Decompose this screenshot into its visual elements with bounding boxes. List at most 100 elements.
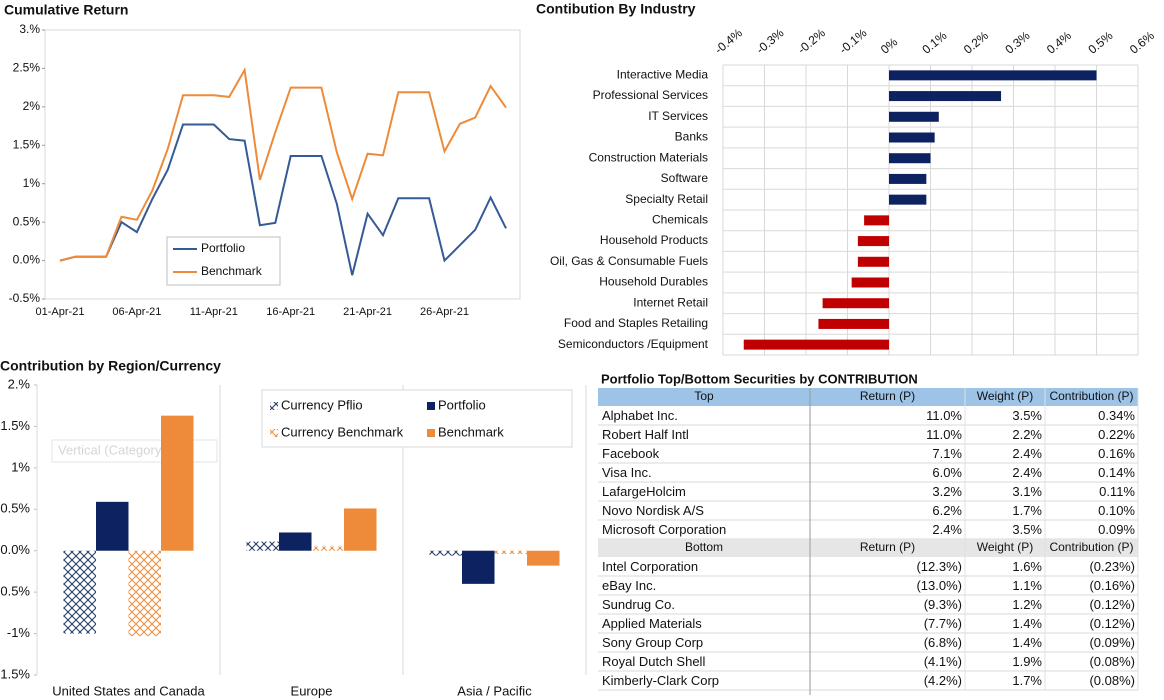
- x-tick-label: 06-Apr-21: [112, 306, 161, 318]
- x-tick-label: -0.3%: [753, 26, 786, 57]
- category-label: Specialty Retail: [625, 192, 708, 206]
- category-label: Construction Materials: [589, 150, 708, 164]
- series-line: [59, 123, 507, 276]
- legend-label: Currency Benchmark: [281, 424, 404, 439]
- legend-swatch: [427, 429, 435, 437]
- plot-frame: [44, 29, 521, 300]
- table-cell: 1.6%: [1012, 559, 1042, 574]
- table-cell: Applied Materials: [602, 616, 702, 631]
- table-header-cell: Weight (P): [977, 540, 1033, 554]
- y-tick-label: 0.5%: [0, 584, 30, 599]
- table-cell: (12.3%): [916, 559, 962, 574]
- y-tick-label: 2.5%: [13, 61, 41, 75]
- table-cell: 2.4%: [1012, 446, 1042, 461]
- table-cell: (0.16%): [1089, 578, 1135, 593]
- legend-label: Portfolio: [438, 397, 486, 412]
- table-cell: 1.1%: [1012, 578, 1042, 593]
- table-cell: 1.7%: [1012, 673, 1042, 688]
- table-cell: Sony Group Corp: [602, 635, 703, 650]
- y-tick-label: 1%: [11, 459, 30, 474]
- y-tick-label: 1.5%: [13, 137, 41, 151]
- y-tick-label: 3.%: [19, 22, 40, 36]
- table-cell: 2.4%: [1012, 465, 1042, 480]
- table-cell: 0.10%: [1098, 503, 1135, 518]
- bar: [344, 508, 377, 551]
- y-tick-label: 1%: [23, 176, 41, 190]
- table-cell: (0.12%): [1089, 597, 1135, 612]
- table-cell: (6.8%): [924, 635, 962, 650]
- legend-label: Currency Pflio: [281, 397, 363, 412]
- table-cell: (4.1%): [924, 654, 962, 669]
- table-cell: (7.7%): [924, 616, 962, 631]
- table-cell: Kimberly-Clark Corp: [602, 673, 719, 688]
- legend-label: Portfolio: [201, 241, 245, 255]
- x-tick-label: 0%: [878, 35, 901, 57]
- chart-title: Contibution By Industry: [536, 1, 696, 17]
- table-cell: Visa Inc.: [602, 465, 652, 480]
- table-cell: 1.9%: [1012, 654, 1042, 669]
- table-header-cell: Return (P): [860, 540, 915, 554]
- category-label: Software: [661, 171, 709, 185]
- table-cell: 0.22%: [1098, 427, 1135, 442]
- category-label: Household Durables: [599, 275, 708, 289]
- annotation: Vertical (Category) Ax: [58, 442, 184, 457]
- bar: [889, 111, 939, 122]
- table-header-row: [598, 388, 1138, 406]
- table-cell: Alphabet Inc.: [602, 408, 678, 423]
- table-cell: LafargeHolcim: [602, 484, 686, 499]
- table-cell: Novo Nordisk A/S: [602, 503, 704, 518]
- series-line: [59, 66, 507, 262]
- legend-box: [166, 236, 281, 286]
- table-cell: (0.08%): [1089, 654, 1135, 669]
- table-header-row: [598, 539, 1138, 557]
- x-tick-label: 0.1%: [919, 28, 949, 57]
- table-cell: Facebook: [602, 446, 660, 461]
- table-cell: Sundrug Co.: [602, 597, 675, 612]
- bar: [63, 550, 96, 634]
- x-tick-label: 21-Apr-21: [343, 306, 392, 318]
- y-tick-label: 2.%: [8, 376, 31, 391]
- x-tick-label: 16-Apr-21: [266, 306, 315, 318]
- y-tick-label: 0.0%: [13, 253, 41, 267]
- x-tick-label: -0.4%: [712, 26, 745, 57]
- table-cell: 1.7%: [1012, 503, 1042, 518]
- table-cell: 2.4%: [932, 522, 962, 537]
- x-tick-label: 26-Apr-21: [420, 306, 469, 318]
- table-cell: 3.5%: [1012, 408, 1042, 423]
- table-cell: 2.2%: [1012, 427, 1042, 442]
- legend-box: [261, 389, 573, 448]
- table-cell: 7.1%: [932, 446, 962, 461]
- bar: [864, 215, 889, 226]
- bar: [889, 70, 1097, 81]
- table-cell: 3.1%: [1012, 484, 1042, 499]
- x-tick-label: 11-Apr-21: [190, 306, 238, 318]
- table-cell: (4.2%): [924, 673, 962, 688]
- x-tick-label: 0.4%: [1044, 28, 1074, 57]
- category-label: IT Services: [648, 109, 708, 123]
- y-tick-label: -1%: [7, 625, 31, 640]
- category-label: Chemicals: [652, 213, 708, 227]
- y-tick-label: 1.5%: [0, 418, 30, 433]
- bar: [128, 550, 161, 637]
- table-cell: 3.2%: [932, 484, 962, 499]
- legend-swatch: [427, 402, 435, 410]
- legend-label: Benchmark: [438, 424, 504, 439]
- table-cell: 6.2%: [932, 503, 962, 518]
- bar: [822, 298, 889, 309]
- bar: [279, 532, 312, 551]
- table-header-cell: Bottom: [685, 540, 723, 554]
- legend-swatch: [270, 402, 278, 410]
- bar: [743, 339, 889, 350]
- table-cell: 0.34%: [1098, 408, 1135, 423]
- table-cell: (0.12%): [1089, 616, 1135, 631]
- bar: [857, 256, 889, 267]
- bar: [857, 236, 889, 247]
- category-label: Food and Staples Retailing: [564, 316, 708, 330]
- table-cell: 6.0%: [932, 465, 962, 480]
- legend-swatch: [270, 429, 278, 437]
- y-tick-label: 2%: [23, 99, 41, 113]
- table-cell: Royal Dutch Shell: [602, 654, 705, 669]
- bar: [818, 318, 889, 329]
- bar: [527, 550, 560, 566]
